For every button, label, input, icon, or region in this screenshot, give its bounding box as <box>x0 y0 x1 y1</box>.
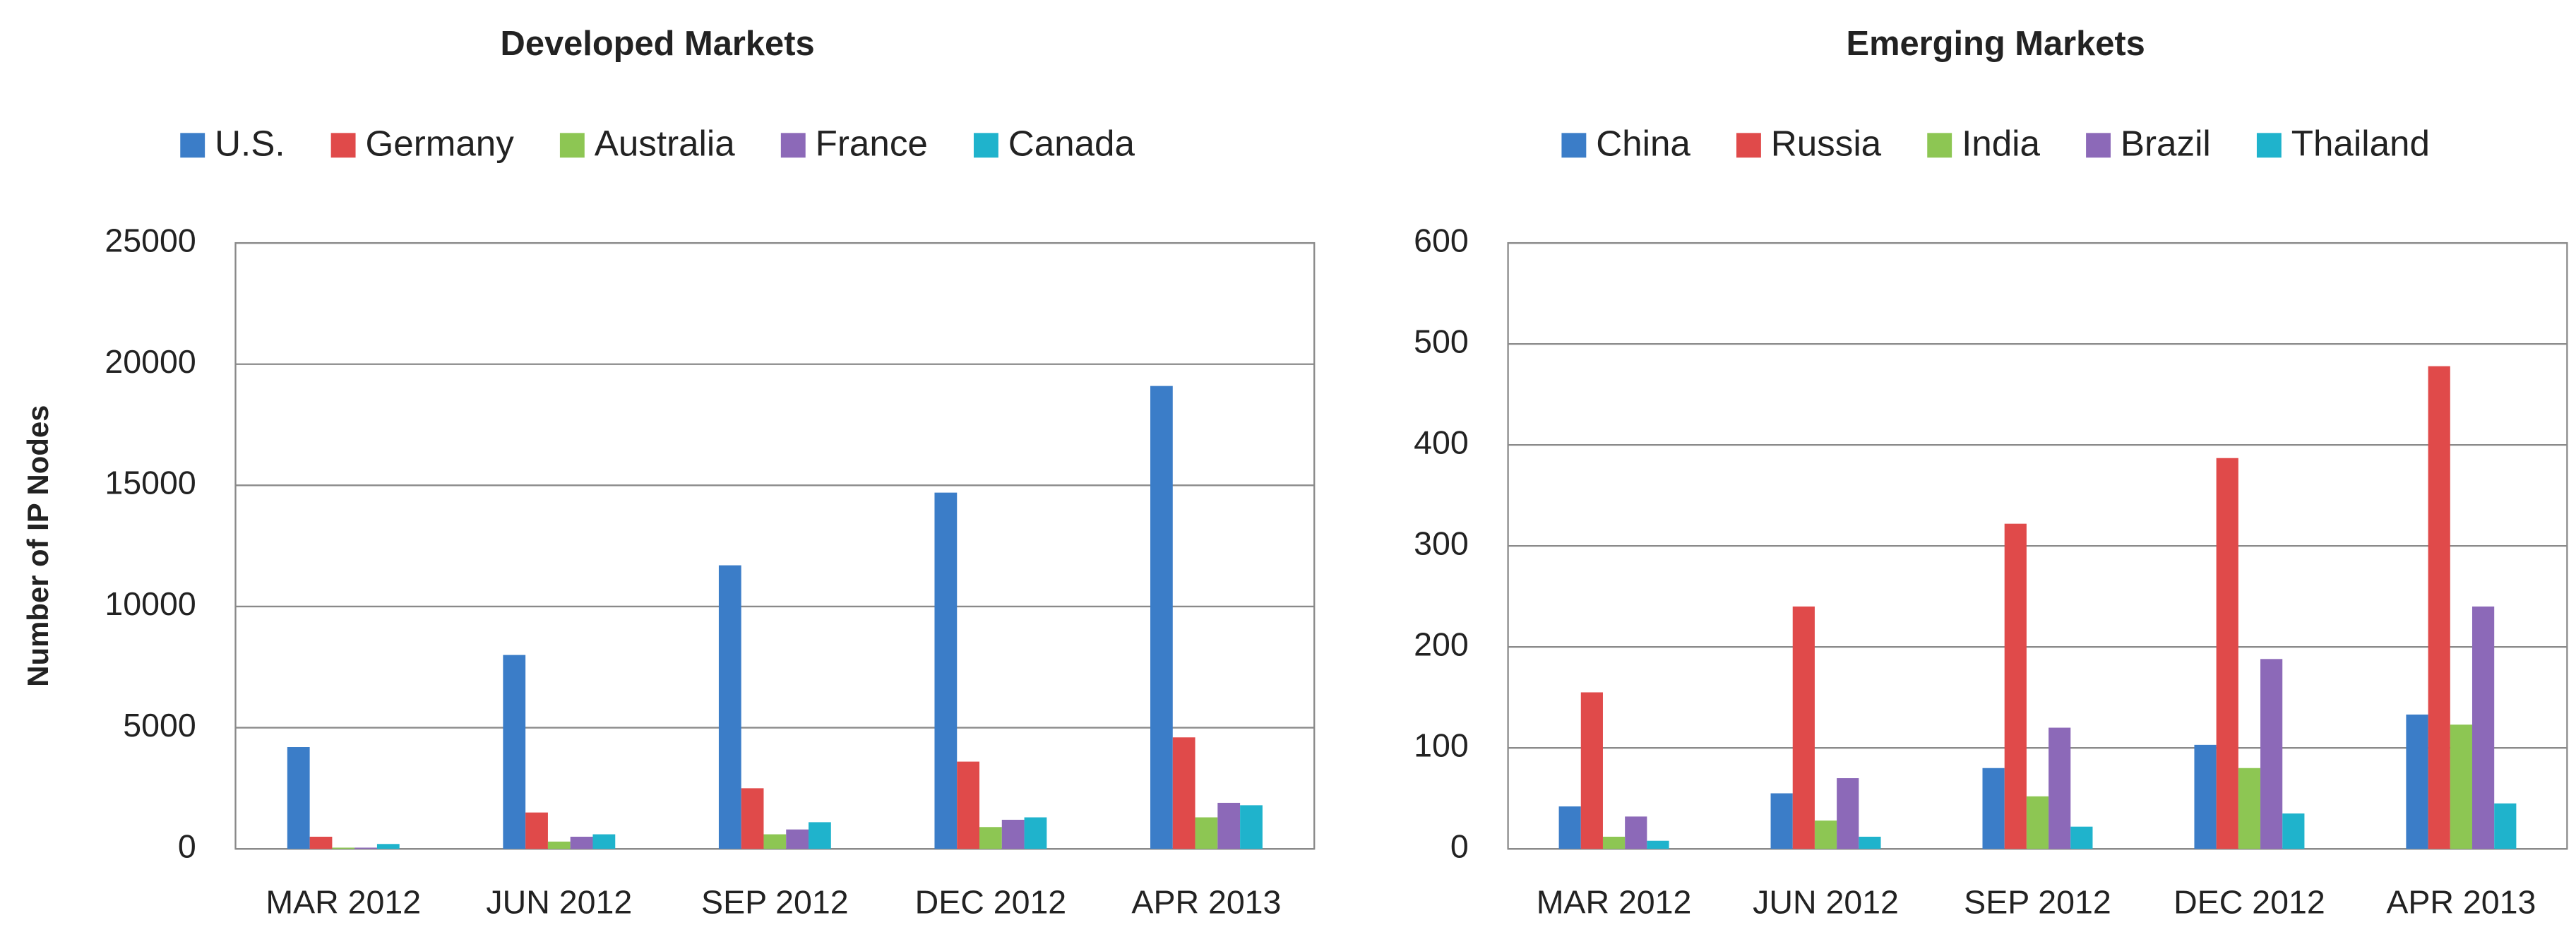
legend-swatch <box>559 133 585 158</box>
y-tick-label: 200 <box>1414 626 1469 662</box>
bar <box>1024 817 1047 849</box>
legend-label: Australia <box>595 123 736 163</box>
legend-label: India <box>1962 123 2040 163</box>
bar <box>1770 793 1793 849</box>
bar <box>1172 737 1195 849</box>
x-tick-label: APR 2013 <box>2386 883 2536 920</box>
y-axis-label: Number of IP Nodes <box>21 405 54 687</box>
bar <box>2004 523 2027 849</box>
y-tick-label: 10000 <box>105 585 196 622</box>
x-tick-label: SEP 2012 <box>701 883 849 920</box>
bar <box>2260 659 2283 849</box>
legend-label: France <box>816 123 928 163</box>
y-tick-label: 25000 <box>105 222 196 258</box>
bar <box>1625 816 1647 849</box>
bar <box>2450 724 2472 849</box>
bar <box>1150 386 1173 849</box>
bar <box>2282 813 2305 849</box>
bar <box>547 841 571 849</box>
bar <box>2406 714 2428 849</box>
legend-swatch <box>1736 133 1761 158</box>
x-tick-label: MAR 2012 <box>266 883 421 920</box>
bar <box>2216 458 2238 849</box>
legend-swatch <box>780 133 806 158</box>
bar <box>503 655 526 849</box>
bar <box>934 492 958 849</box>
bar <box>2494 803 2517 849</box>
bar <box>376 844 400 849</box>
bar <box>2026 796 2049 849</box>
y-tick-label: 0 <box>178 828 196 864</box>
y-tick-label: 20000 <box>105 343 196 380</box>
bar <box>1647 840 1669 849</box>
legend-swatch <box>973 133 998 158</box>
legend-label: Germany <box>365 123 514 163</box>
bar <box>957 761 980 849</box>
bar <box>1240 805 1263 849</box>
bar <box>1195 817 1218 849</box>
legend-swatch <box>1561 133 1587 158</box>
legend-swatch <box>180 133 205 158</box>
legend-label: Brazil <box>2121 123 2211 163</box>
bar <box>2049 727 2071 849</box>
bar <box>1217 802 1241 849</box>
bar <box>763 834 787 849</box>
legend-label: China <box>1596 123 1690 163</box>
bar <box>2428 366 2450 849</box>
y-tick-label: 500 <box>1414 323 1469 359</box>
bar <box>1001 819 1025 849</box>
bar <box>309 836 333 849</box>
chart-title: Developed Markets <box>501 25 815 63</box>
x-tick-label: DEC 2012 <box>2174 883 2325 920</box>
legend-swatch <box>1927 133 1952 158</box>
bar <box>1814 820 1837 849</box>
chart-title: Emerging Markets <box>1847 25 2145 63</box>
x-tick-label: APR 2013 <box>1131 883 1281 920</box>
bar <box>1982 768 2005 849</box>
bar <box>741 788 764 849</box>
legend-label: U.S. <box>215 123 285 163</box>
bar <box>2238 768 2261 849</box>
y-tick-label: 100 <box>1414 727 1469 763</box>
bar <box>1580 692 1603 849</box>
y-tick-label: 5000 <box>123 707 196 744</box>
bar <box>2194 744 2217 849</box>
bar <box>1837 778 1859 849</box>
bar <box>354 847 377 849</box>
y-tick-label: 600 <box>1414 222 1469 258</box>
bar <box>570 836 593 849</box>
legend-swatch <box>2256 133 2282 158</box>
bar <box>287 747 310 849</box>
legend-label: Canada <box>1008 123 1135 163</box>
x-tick-label: JUN 2012 <box>486 883 632 920</box>
bar <box>979 827 1002 849</box>
y-tick-label: 15000 <box>105 465 196 501</box>
bar <box>332 847 355 849</box>
bar <box>786 829 809 849</box>
bar <box>592 834 616 849</box>
bar <box>525 812 548 849</box>
bar <box>809 822 831 849</box>
legend-swatch <box>330 133 356 158</box>
x-tick-label: DEC 2012 <box>915 883 1067 920</box>
x-tick-label: JUN 2012 <box>1753 883 1899 920</box>
y-tick-label: 300 <box>1414 525 1469 561</box>
x-tick-label: SEP 2012 <box>1964 883 2111 920</box>
bar <box>2070 826 2093 849</box>
legend-label: Thailand <box>2291 123 2430 163</box>
y-tick-label: 0 <box>1450 828 1469 864</box>
bar <box>1602 836 1626 849</box>
legend-label: Russia <box>1771 123 1882 163</box>
x-tick-label: MAR 2012 <box>1537 883 1692 920</box>
y-tick-label: 400 <box>1414 424 1469 460</box>
bar <box>2471 606 2495 849</box>
legend-swatch <box>2086 133 2111 158</box>
bar <box>1859 836 1881 849</box>
bar <box>1558 806 1581 849</box>
bar <box>1792 606 1815 849</box>
bar <box>718 565 741 849</box>
